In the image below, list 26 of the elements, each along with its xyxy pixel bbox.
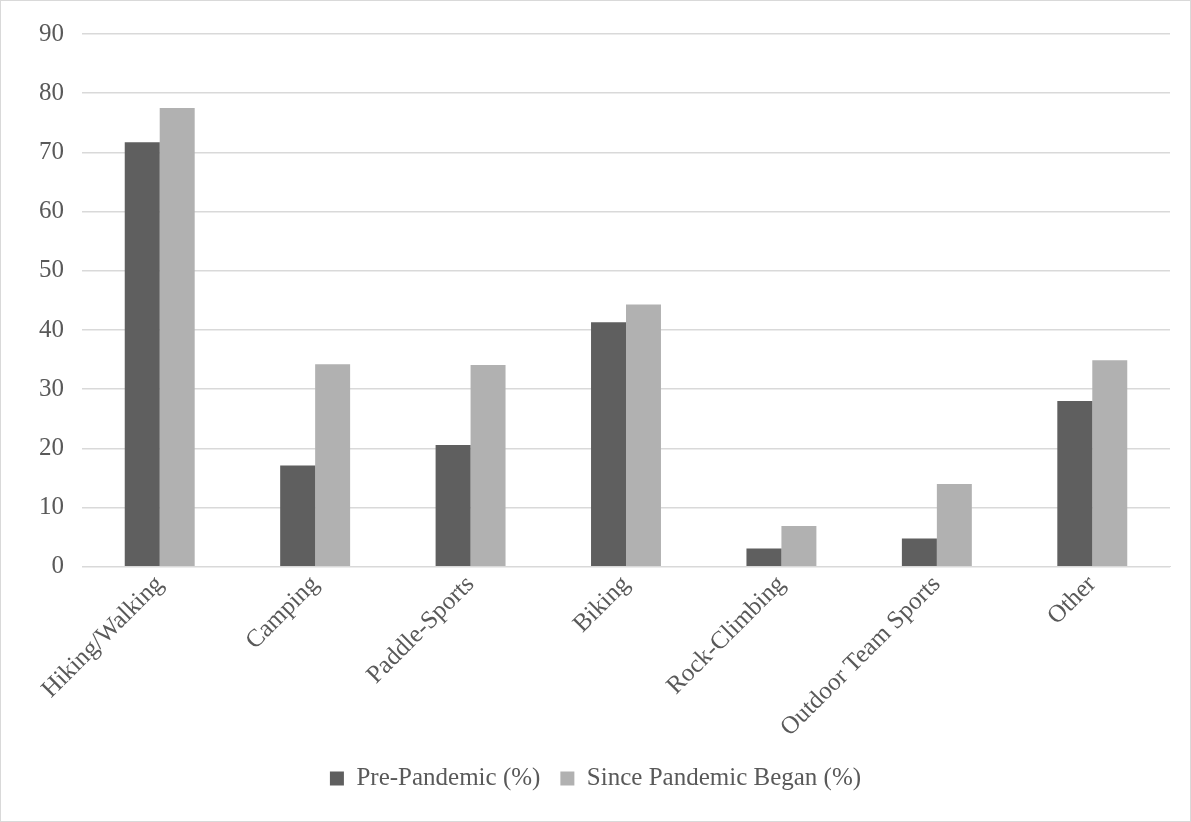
bar bbox=[1057, 401, 1093, 567]
y-tick-label: 10 bbox=[39, 492, 64, 520]
y-tick-label: 90 bbox=[39, 18, 64, 46]
y-tick-label: 30 bbox=[39, 373, 64, 401]
y-tick-label: 20 bbox=[39, 432, 64, 460]
bar bbox=[280, 465, 316, 567]
bar bbox=[746, 548, 782, 567]
y-tick-label: 50 bbox=[39, 255, 64, 283]
bar bbox=[124, 142, 160, 567]
y-tick-label: 70 bbox=[39, 136, 64, 164]
y-tick-label: 80 bbox=[39, 77, 64, 105]
y-tick-label: 0 bbox=[51, 551, 64, 579]
legend-label: Since Pandemic Began (%) bbox=[586, 763, 862, 792]
bar bbox=[591, 322, 626, 567]
bar bbox=[1092, 360, 1128, 567]
y-tick-label: 60 bbox=[39, 196, 64, 224]
bar bbox=[781, 525, 817, 567]
bar bbox=[315, 364, 351, 567]
bar bbox=[936, 483, 972, 567]
legend-label: Pre-Pandemic (%) bbox=[356, 763, 541, 792]
y-tick-label: 40 bbox=[39, 314, 64, 342]
bar bbox=[159, 108, 195, 567]
bar bbox=[901, 538, 937, 567]
bar bbox=[470, 364, 506, 567]
bar bbox=[626, 304, 661, 567]
bar bbox=[435, 444, 471, 567]
